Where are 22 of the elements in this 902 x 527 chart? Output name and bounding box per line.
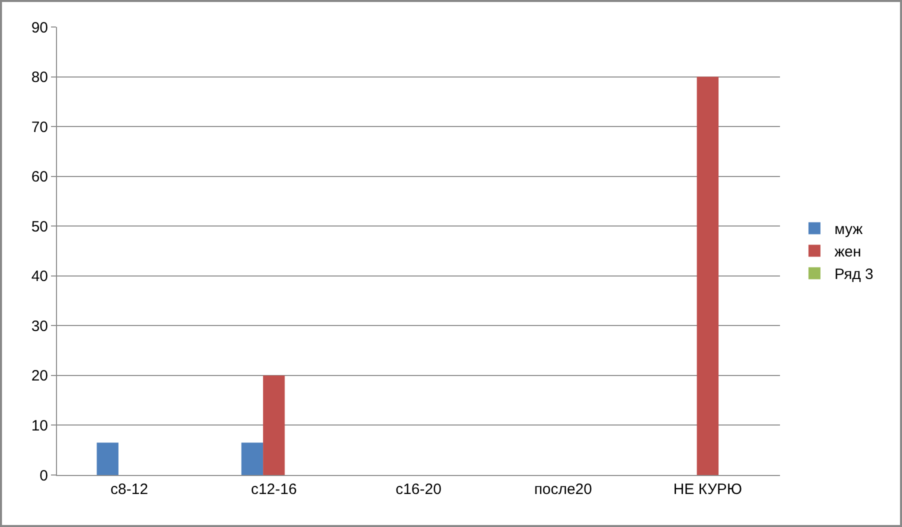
y-tick-label: 60: [31, 168, 48, 186]
y-tick-label: 80: [31, 69, 48, 86]
x-tick-label: после20: [534, 481, 592, 498]
legend-label: муж: [834, 221, 863, 238]
x-tick-label: с16-20: [396, 481, 442, 498]
x-tick-label: НЕ КУРЮ: [673, 481, 742, 498]
bar: [96, 442, 118, 475]
bar: [241, 442, 264, 475]
bar: [263, 375, 285, 475]
y-tick-label: 20: [31, 368, 48, 385]
y-tick-label: 30: [31, 318, 48, 335]
y-tick-label: 0: [40, 467, 48, 484]
legend-label: Ряд 3: [834, 266, 874, 284]
x-tick-label: с12-16: [250, 481, 297, 498]
y-tick-label: 70: [31, 118, 48, 136]
legend-label: жен: [834, 244, 862, 261]
x-tick-label: с8-12: [110, 481, 148, 498]
y-tick-label: 50: [31, 218, 48, 236]
y-tick-label: 40: [31, 268, 48, 286]
y-tick-label: 10: [31, 417, 48, 434]
bar: [696, 76, 719, 475]
y-tick-label: 90: [31, 19, 48, 36]
